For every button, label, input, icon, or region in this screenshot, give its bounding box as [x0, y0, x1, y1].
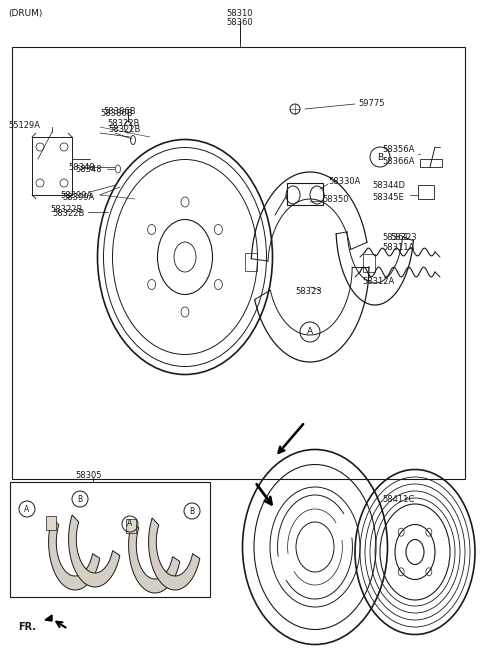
Text: B: B	[190, 507, 194, 516]
Text: A: A	[307, 327, 313, 336]
Text: 58312A: 58312A	[362, 277, 394, 286]
Text: 58386B: 58386B	[103, 106, 136, 116]
Polygon shape	[48, 518, 100, 590]
Text: A: A	[24, 505, 30, 514]
Text: 58361: 58361	[382, 233, 408, 242]
Text: 58323: 58323	[390, 233, 417, 242]
Bar	[418, 185, 434, 199]
Text: 58348: 58348	[75, 164, 102, 173]
Text: 55129A: 55129A	[8, 120, 40, 129]
Text: 58305: 58305	[75, 470, 101, 480]
Bar	[245, 253, 257, 271]
Text: 58322B: 58322B	[52, 210, 84, 219]
Bar	[126, 519, 136, 533]
Text: 58411C: 58411C	[382, 495, 414, 503]
Text: (DRUM): (DRUM)	[8, 9, 42, 18]
Text: B: B	[377, 152, 383, 162]
Text: A: A	[127, 520, 132, 528]
Bar	[12, 47, 465, 479]
Text: 58322B: 58322B	[50, 206, 83, 214]
Polygon shape	[149, 518, 200, 590]
Bar	[10, 482, 210, 597]
Text: 58322B: 58322B	[108, 125, 140, 135]
Text: 58310: 58310	[227, 9, 253, 18]
Text: 58350: 58350	[322, 194, 348, 204]
Text: 58330A: 58330A	[328, 177, 360, 187]
Text: 58399A: 58399A	[60, 191, 92, 200]
Text: 59775: 59775	[358, 99, 384, 108]
Text: B: B	[77, 495, 83, 503]
Text: 58360: 58360	[227, 18, 253, 27]
Text: 58399A: 58399A	[62, 193, 94, 202]
Bar	[363, 254, 375, 272]
Text: 58348: 58348	[68, 162, 95, 171]
Bar	[32, 137, 72, 195]
Text: 58366A: 58366A	[382, 156, 415, 166]
Text: 58386B: 58386B	[100, 108, 132, 118]
Polygon shape	[129, 521, 180, 593]
Text: 58323: 58323	[295, 288, 322, 296]
Polygon shape	[45, 615, 52, 621]
Bar	[420, 159, 442, 167]
Text: 58344D: 58344D	[372, 181, 405, 189]
Text: 58356A: 58356A	[382, 145, 414, 154]
Bar	[287, 183, 323, 205]
Text: 58311A: 58311A	[382, 242, 414, 252]
Bar	[46, 516, 56, 530]
Polygon shape	[69, 515, 120, 587]
Text: 58322B: 58322B	[107, 120, 139, 129]
Text: 58345E: 58345E	[372, 193, 404, 202]
Text: FR.: FR.	[18, 622, 36, 632]
